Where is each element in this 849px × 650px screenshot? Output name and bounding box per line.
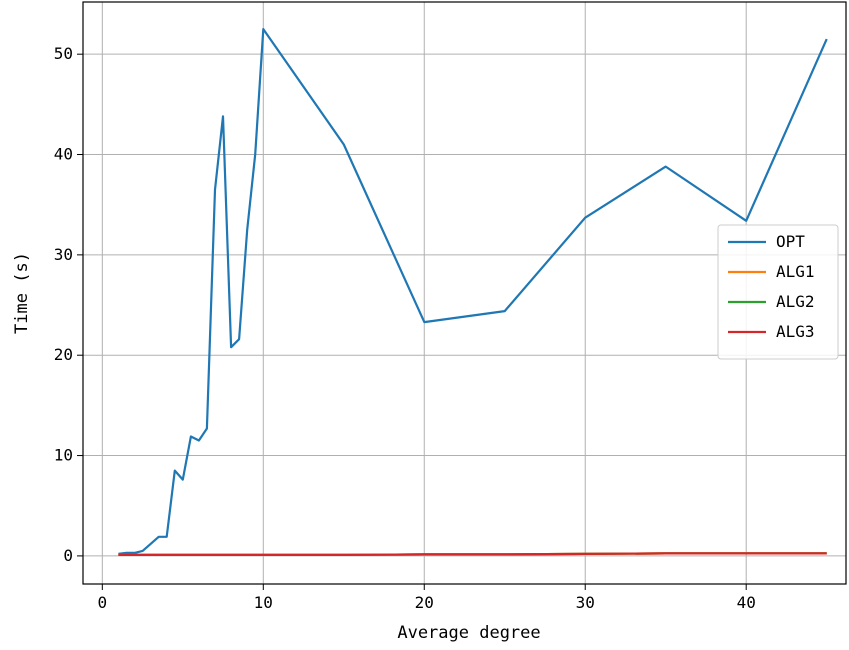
legend-box <box>717 224 839 360</box>
legend-label-alg1: ALG1 <box>776 262 815 281</box>
series-line-alg3 <box>118 552 827 557</box>
x-tick-label: 20 <box>415 593 434 612</box>
x-axis-ticks: 0 10 20 30 40 <box>97 584 756 612</box>
y-axis-ticks: 0 10 20 30 40 50 <box>54 44 83 565</box>
y-tick-label: 0 <box>63 546 73 565</box>
y-tick-label: 50 <box>54 44 73 63</box>
x-tick-label: 10 <box>254 593 273 612</box>
y-axis-label: Time (s) <box>12 252 32 334</box>
x-tick-label: 30 <box>576 593 595 612</box>
x-tick-label: 40 <box>737 593 756 612</box>
legend: OPT ALG1 ALG2 ALG3 <box>717 224 839 360</box>
y-tick-label: 20 <box>54 345 73 364</box>
y-tick-label: 10 <box>54 446 73 465</box>
legend-label-alg2: ALG2 <box>776 292 815 311</box>
x-tick-label: 0 <box>97 593 107 612</box>
series-line-opt <box>118 28 828 555</box>
legend-label-alg3: ALG3 <box>776 322 815 341</box>
series-lines <box>118 28 828 557</box>
y-tick-label: 40 <box>54 145 73 164</box>
plot-frame <box>82 1 847 585</box>
x-axis-label: Average degree <box>397 623 540 643</box>
legend-label-opt: OPT <box>776 232 805 251</box>
y-tick-label: 30 <box>54 245 73 264</box>
